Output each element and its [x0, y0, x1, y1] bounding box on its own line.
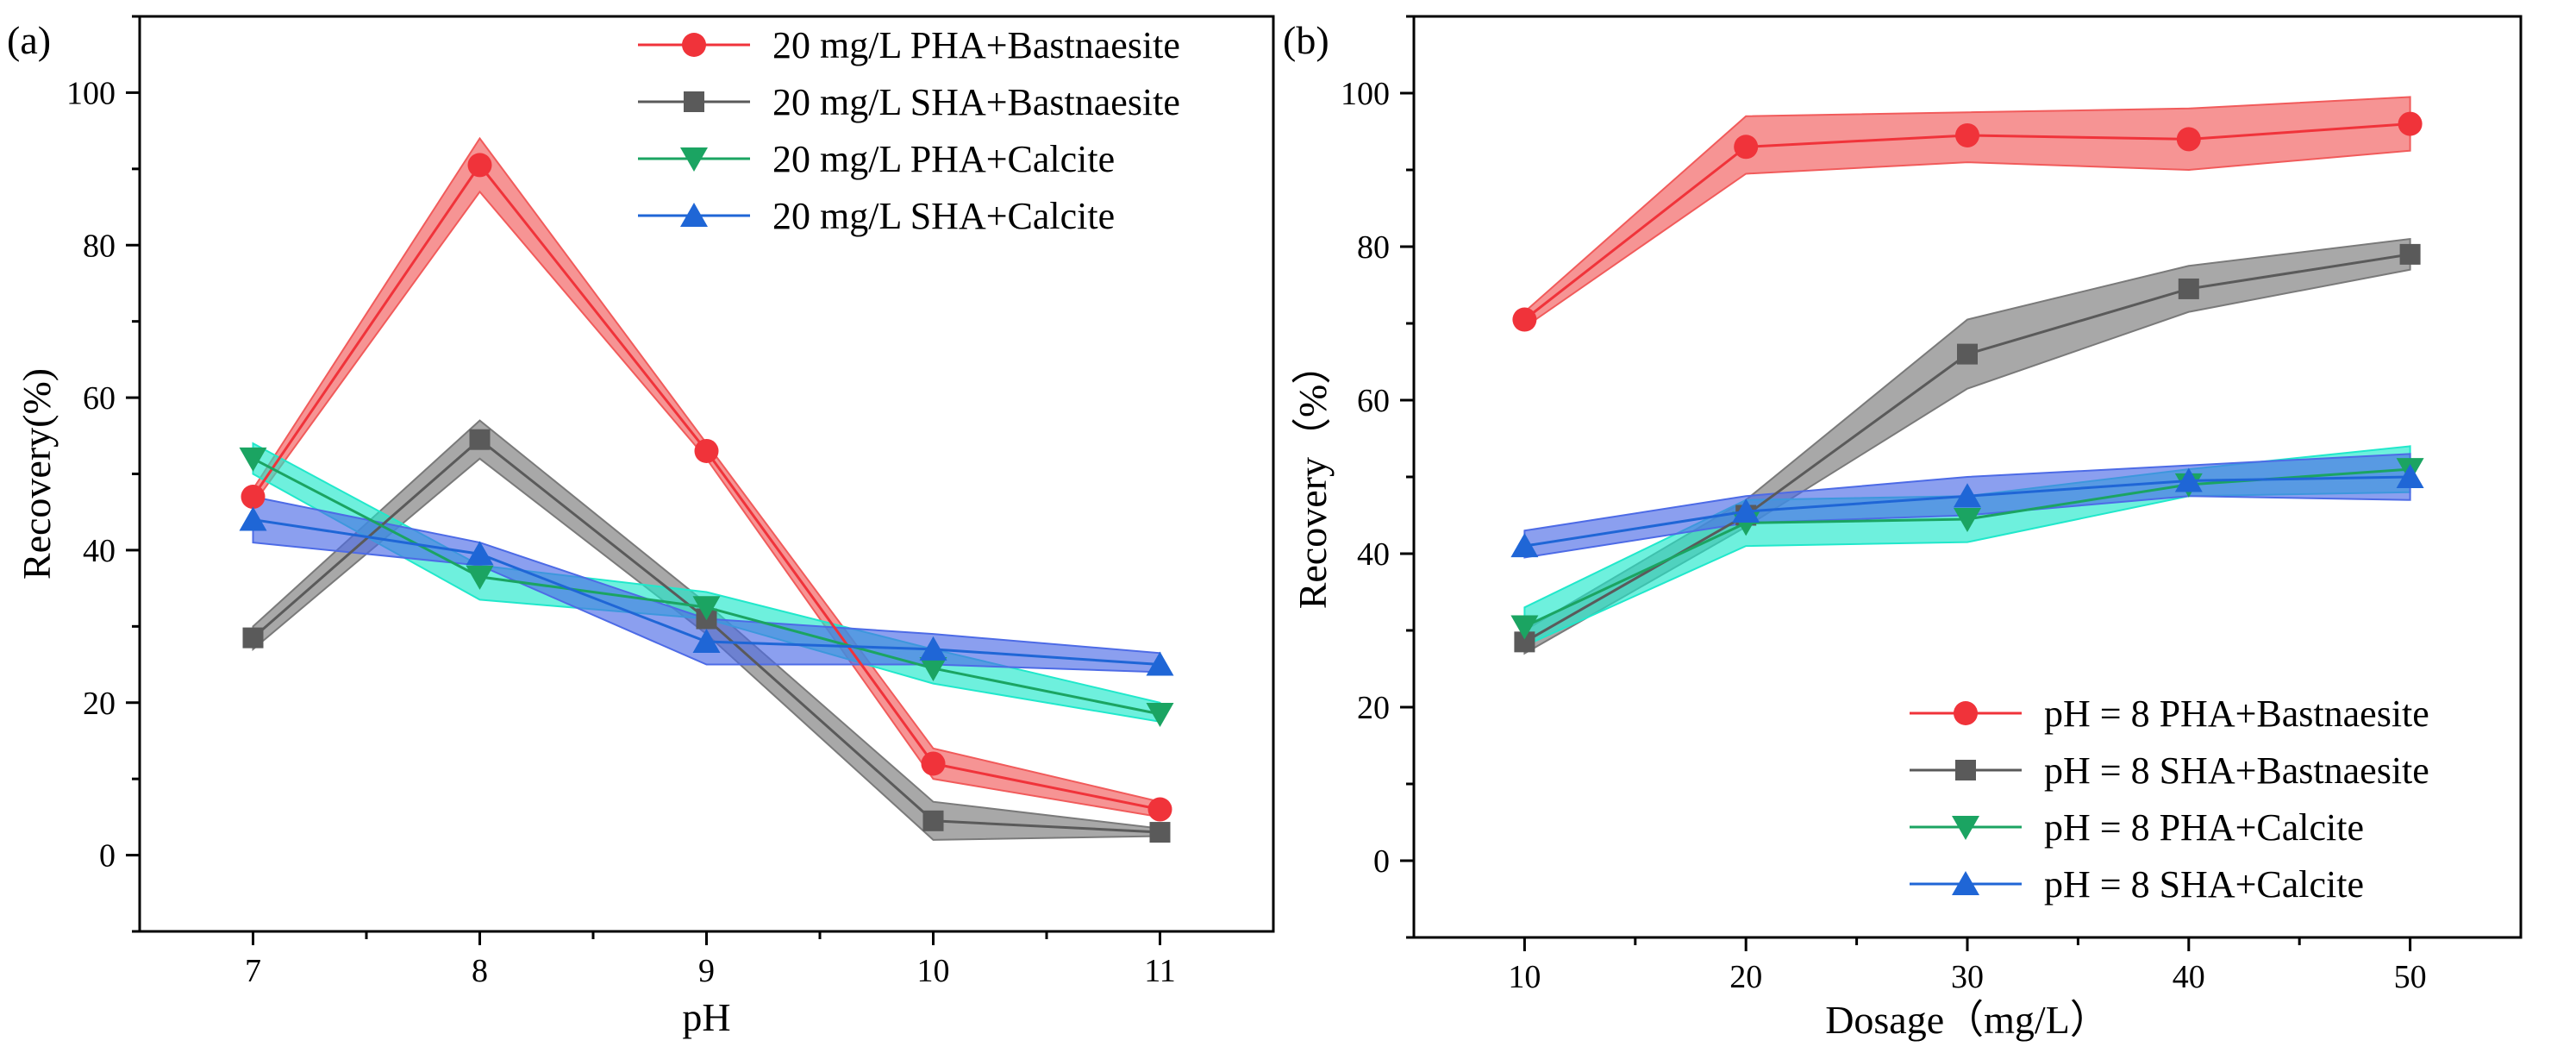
legend-marker-3: [680, 147, 708, 172]
data-point-2-2: [469, 429, 491, 450]
data-point-1-4: [2176, 127, 2201, 152]
data-point-4-5: [2396, 464, 2424, 488]
legend-marker-1: [1954, 701, 1978, 725]
x-tick-label: 20: [1729, 959, 1762, 995]
y-tick-label: 20: [1357, 690, 1390, 726]
legend-label-4: pH = 8 SHA+Calcite: [2044, 863, 2364, 906]
y-tick-label: 40: [1357, 536, 1390, 573]
data-point-2-5: [2399, 243, 2421, 265]
legend-marker-2: [1955, 760, 1976, 780]
data-point-1-2: [467, 153, 492, 178]
x-tick-label: 7: [245, 953, 261, 989]
x-tick-label: 50: [2394, 959, 2427, 995]
legend-label-2: pH = 8 SHA+Bastnaesite: [2044, 749, 2429, 792]
x-tick-label: 9: [698, 953, 715, 989]
y-tick-label: 60: [1357, 383, 1390, 419]
y-axis-title: Recovery(%): [15, 368, 59, 580]
data-point-1-5: [1147, 797, 1172, 822]
legend-label-2: 20 mg/L SHA+Bastnaesite: [772, 81, 1180, 123]
y-tick-label: 60: [83, 380, 116, 417]
data-point-4-2: [466, 541, 494, 566]
legend-label-3: 20 mg/L PHA+Calcite: [772, 138, 1115, 180]
x-axis-title: pH: [682, 995, 730, 1039]
x-tick-label: 30: [1951, 959, 1984, 995]
band-1: [252, 136, 1161, 818]
legend-label-3: pH = 8 PHA+Calcite: [2044, 806, 2364, 849]
series-line-1: [252, 162, 1160, 812]
y-tick-label: 40: [83, 533, 116, 569]
y-tick-label: 80: [1357, 229, 1390, 266]
data-point-4-3: [1954, 483, 1981, 508]
legend: pH = 8 PHA+Bastnaesite pH = 8 SHA+Bastnae…: [1910, 693, 2429, 906]
data-point-1-4: [921, 751, 946, 776]
data-point-3-4: [919, 656, 947, 681]
data-point-4-2: [1732, 498, 1760, 523]
band-2: [1523, 237, 2411, 655]
data-point-1-1: [241, 485, 266, 510]
y-tick-label: 100: [66, 75, 116, 111]
data-point-2-3: [1957, 343, 1978, 365]
data-point-4-3: [692, 629, 721, 654]
y-tick-label: 0: [99, 838, 116, 874]
data-point-3-5: [1146, 703, 1174, 728]
x-axis-title: Dosage（mg/L）: [1825, 998, 2110, 1042]
y-tick-label: 20: [83, 686, 116, 722]
y-tick-label: 80: [83, 228, 116, 264]
band-3: [252, 442, 1161, 724]
panel-b: 10 20 30 40 50 0 20 40 60 80 100 Dosage（mg/L） Recove…: [1283, 15, 2523, 1042]
data-point-4-1: [239, 506, 267, 531]
x-tick-label: 11: [1144, 953, 1176, 989]
data-point-4-4: [2174, 467, 2203, 492]
data-point-1-1: [1512, 307, 1537, 332]
legend-label-1: 20 mg/L PHA+Bastnaesite: [772, 24, 1180, 66]
legend-marker-3: [1952, 816, 1979, 840]
legend-label-1: pH = 8 PHA+Bastnaesite: [2044, 693, 2429, 735]
data-point-1-5: [2398, 111, 2423, 136]
y-tick-label: 100: [1341, 76, 1390, 112]
data-point-3-1: [239, 447, 267, 472]
y-tick-label: 0: [1373, 843, 1390, 880]
data-point-3-3: [692, 596, 721, 621]
data-point-3-3: [1954, 507, 1981, 532]
data-point-3-2: [466, 565, 494, 590]
x-tick-label: 8: [472, 953, 488, 989]
data-point-1-3: [694, 438, 719, 463]
panel-label: (b): [1283, 18, 1329, 62]
data-point-2-5: [1149, 822, 1171, 843]
data-point-2-4: [922, 810, 944, 831]
panel-a: 7 8 9 10 11 0 20 40 60 80 100 pH Recovery(%) (a) 20 mg…: [7, 15, 1275, 1039]
data-point-4-5: [1146, 651, 1174, 676]
data-point-3-1: [1510, 615, 1539, 640]
legend-marker-4: [1952, 871, 1979, 895]
legend-label-4: 20 mg/L SHA+Calcite: [772, 195, 1115, 237]
legend-marker-4: [680, 203, 708, 227]
x-tick-label: 40: [2173, 959, 2205, 995]
panel-label: (a): [7, 18, 51, 62]
data-point-1-2: [1734, 135, 1759, 160]
data-point-4-1: [1510, 533, 1539, 558]
y-axis-title: Recovery（%）: [1291, 345, 1335, 610]
legend-marker-2: [684, 91, 704, 112]
data-point-2-1: [242, 627, 264, 649]
legend: 20 mg/L PHA+Bastnaesite 20 mg/L SHA+Bastn…: [638, 24, 1180, 237]
legend-marker-1: [682, 33, 706, 57]
x-tick-label: 10: [1508, 959, 1541, 995]
x-tick-label: 10: [917, 953, 950, 989]
data-point-1-3: [1955, 122, 1979, 147]
data-point-4-4: [919, 636, 947, 661]
data-point-2-4: [2178, 278, 2199, 299]
